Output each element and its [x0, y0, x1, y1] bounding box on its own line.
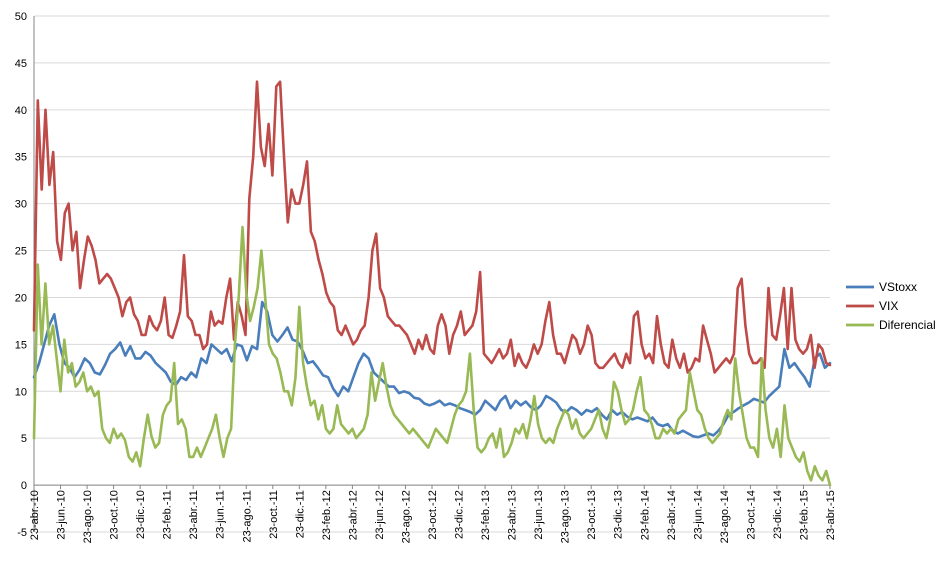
y-tick-label: 35 — [15, 152, 27, 164]
x-tick-label: 23-feb.-12 — [321, 490, 333, 540]
series-lines — [32, 80, 832, 487]
series-line-diferencial — [32, 225, 832, 487]
y-tick-label: 25 — [15, 246, 27, 258]
x-tick-label: 23-abr.-11 — [188, 490, 200, 539]
x-tick-label: 23-ago.-11 — [241, 490, 253, 542]
series-line-vix — [32, 80, 832, 374]
x-tick-label: 23-abr.-10 — [29, 490, 41, 540]
y-tick-label: -5 — [17, 527, 27, 539]
x-tick-label: 23-abr.-13 — [507, 490, 519, 540]
legend-label: VIX — [879, 299, 898, 313]
x-tick-label: 23-oct.-11 — [268, 490, 280, 539]
legend-label: Diferencial — [879, 318, 936, 332]
x-tick-label: 23-feb.-14 — [639, 490, 651, 540]
y-tick-label: 30 — [15, 199, 27, 211]
x-tick-label: 23-ago.-12 — [400, 490, 412, 543]
x-axis-tick-labels: 23-abr.-10 23-jun.-10 23-ago.-10 23-oct.-10… — [29, 485, 837, 543]
x-tick-label: 23-dic.-12 — [454, 490, 466, 539]
y-tick-label: 5 — [21, 433, 27, 445]
x-tick-label: 23-ago.-13 — [560, 490, 572, 543]
x-tick-label: 23-jun.-14 — [692, 490, 704, 540]
x-tick-label: 23-oct.-14 — [745, 490, 757, 540]
x-tick-label: 23-feb.-15 — [798, 490, 810, 540]
y-tick-label: 15 — [15, 339, 27, 351]
x-tick-label: 23-jun.-10 — [56, 490, 68, 540]
x-tick-label: 23-dic.-11 — [294, 490, 306, 538]
x-tick-label: 23-jun.-11 — [215, 490, 227, 539]
y-tick-label: 0 — [21, 480, 27, 492]
y-tick-label: 10 — [15, 386, 27, 398]
x-tick-label: 23-abr.-14 — [666, 490, 678, 540]
y-tick-label: 40 — [15, 105, 27, 117]
x-tick-label: 23-ago.-14 — [719, 490, 731, 543]
x-tick-label: 23-jun.-12 — [374, 490, 386, 540]
x-tick-label: 23-feb.-13 — [480, 490, 492, 540]
x-tick-label: 23-jun.-13 — [533, 490, 545, 540]
x-tick-label: 23-abr.-12 — [347, 490, 359, 540]
x-tick-label: 23-oct.-13 — [586, 490, 598, 540]
x-tick-label: 23-feb.-11 — [162, 490, 174, 539]
x-tick-label: 23-oct.-12 — [427, 490, 439, 540]
y-tick-label: 50 — [15, 11, 27, 23]
x-tick-label: 23-ago.-10 — [82, 490, 94, 543]
y-tick-label: 45 — [15, 58, 27, 70]
x-tick-label: 23-dic.-14 — [772, 490, 784, 539]
y-axis-tick-labels: -5 0 5 10 15 20 25 30 35 40 45 50 — [15, 11, 27, 539]
legend-label: VStoxx — [879, 280, 917, 294]
series-line-vstoxx — [32, 300, 832, 439]
legend: VStoxx VIX Diferencial — [846, 280, 936, 332]
x-tick-label: 23-oct.-10 — [109, 490, 121, 540]
gridlines — [33, 15, 830, 533]
x-tick-label: 23-dic.-13 — [613, 490, 625, 539]
y-tick-label: 20 — [15, 292, 27, 304]
x-tick-label: 23-abr.-15 — [825, 490, 837, 540]
x-tick-label: 23-dic.-10 — [135, 490, 147, 539]
